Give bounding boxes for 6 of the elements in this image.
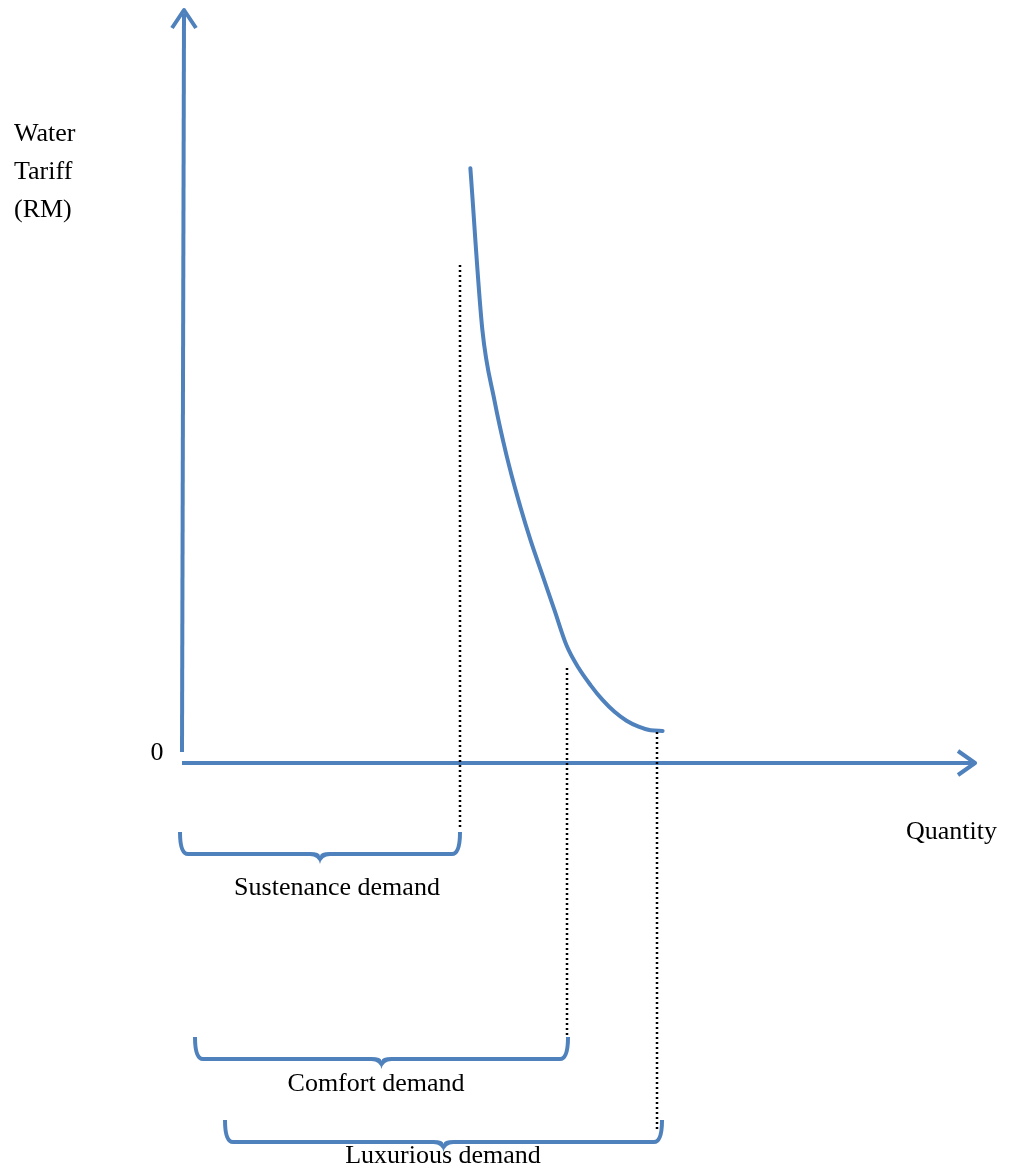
y-axis-title: Water Tariff (RM) — [14, 117, 77, 225]
text: Luxurious demand — [345, 1139, 541, 1171]
x-axis-title: Quantity — [906, 815, 997, 847]
text: 0 — [150, 736, 164, 768]
text: Sustenance demand — [234, 871, 440, 903]
text: Comfort demand — [287, 1067, 465, 1099]
